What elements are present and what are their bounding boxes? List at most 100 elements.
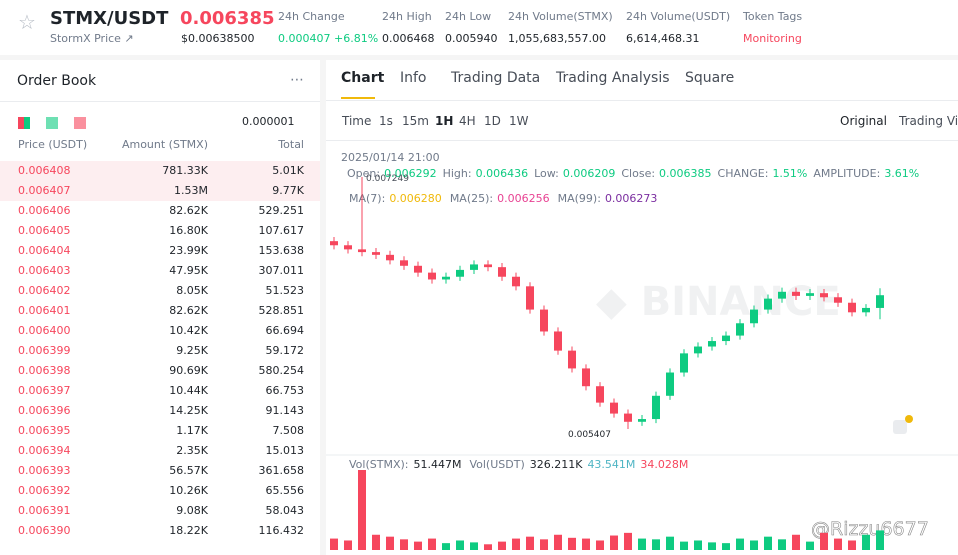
candle-body [862, 307, 870, 313]
date: 2025/01/14 21:00 [341, 151, 440, 164]
field-value: 0.006436 [475, 167, 529, 180]
order-cell: 65.556 [265, 484, 305, 497]
volume-bar [834, 538, 842, 550]
candlestick-chart: ◆ BINANCE @Rizzu6677 0.007249 0.005407 [326, 174, 958, 550]
interval[interactable]: 1H [435, 114, 454, 128]
volume-bar [344, 540, 352, 550]
vol-label: Vol(STMX): [349, 458, 409, 471]
more-icon[interactable]: ⋯ [290, 72, 304, 88]
subtitle[interactable]: StormX Price ↗ [50, 32, 134, 45]
order-cell: 82.62K [169, 304, 208, 317]
order-cell: 51.523 [265, 284, 305, 297]
volume-bar [792, 534, 800, 550]
order-cell: 0.006392 [18, 484, 71, 497]
order-cell: 0.006390 [18, 524, 71, 537]
depth-bar [0, 181, 320, 201]
candle-body [470, 264, 478, 270]
order-cell: 9.08K [176, 504, 208, 517]
low-label: 0.005407 [568, 430, 611, 440]
order-cell: 0.006407 [18, 184, 71, 197]
volume-bar [414, 541, 422, 550]
order-cell: 10.26K [169, 484, 208, 497]
field-value: 3.61% [884, 167, 920, 180]
candle-body [848, 302, 856, 313]
interval[interactable]: 1D [484, 114, 501, 128]
volume-bar [638, 538, 646, 550]
volume-bar [778, 539, 786, 550]
order-cell: 0.006394 [18, 444, 71, 457]
order-cell: 1.53M [174, 184, 208, 197]
volume-bar [554, 534, 562, 550]
volume-bar [526, 536, 534, 550]
order-cell: 91.143 [265, 404, 305, 417]
view-option[interactable]: Trading View [899, 114, 958, 128]
volume-bar [666, 536, 674, 550]
ma-info: MA(7): 0.006280 MA(25): 0.006256 MA(99): 0.00… [341, 192, 657, 205]
volume-bar [456, 540, 464, 550]
candle-body [540, 309, 548, 332]
ohlc-info: 2025/01/14 21:00 Open: 0.006292 High: 0.006… [341, 150, 941, 182]
candle-body [750, 309, 758, 324]
stat-value: 0.006468 [382, 32, 435, 45]
divider [326, 100, 958, 101]
candle-body [694, 346, 702, 354]
top-bar [0, 0, 958, 55]
volume-bar [358, 470, 366, 550]
view-both[interactable] [18, 117, 30, 129]
price-usd: $0.00638500 [181, 32, 255, 45]
candle-body [624, 413, 632, 422]
depth-bar [0, 161, 320, 181]
volume-bar [806, 541, 814, 550]
order-cell: 2.35K [176, 444, 208, 457]
order-cell: 0.006397 [18, 384, 71, 397]
order-cell: 116.432 [258, 524, 305, 537]
candle-body [652, 395, 660, 420]
vol-label: Vol(USDT) [469, 458, 525, 471]
interval[interactable]: Time [342, 114, 372, 128]
order-cell: 58.043 [265, 504, 305, 517]
volume-bar [722, 543, 730, 550]
field-label: AMPLITUDE: [813, 167, 881, 180]
ma-label: MA(7): [349, 192, 386, 205]
helper-icon[interactable] [893, 420, 907, 434]
tab[interactable]: Trading Analysis [556, 70, 670, 86]
order-cell: 90.69K [169, 364, 208, 377]
candle-body [386, 254, 394, 261]
candle-body [582, 368, 590, 387]
divider [0, 101, 320, 102]
tab[interactable]: Chart [341, 70, 385, 86]
precision[interactable]: 0.000001 [242, 115, 295, 128]
order-cell: 0.006393 [18, 464, 71, 477]
volume-bar [498, 541, 506, 550]
field-label: Close: [621, 167, 656, 180]
favorite-star[interactable]: ☆ [18, 10, 36, 34]
stat-value: 0.005940 [445, 32, 498, 45]
order-cell: 56.57K [169, 464, 208, 477]
field-label: CHANGE: [717, 167, 769, 180]
volume-bar [750, 540, 758, 550]
field-value: 0.006209 [562, 167, 616, 180]
volume-bar [764, 536, 772, 550]
order-cell: 1.17K [176, 424, 208, 437]
interval[interactable]: 15m [402, 114, 429, 128]
volume-bar [624, 532, 632, 550]
order-cell: 18.22K [169, 524, 208, 537]
volume-bar [708, 542, 716, 550]
field-label: Open: [347, 167, 381, 180]
interval[interactable]: 1W [509, 114, 529, 128]
tab[interactable]: Trading Data [451, 70, 541, 86]
view-asks[interactable] [74, 117, 86, 129]
ma-value: 0.006273 [604, 192, 658, 205]
candle-body [722, 335, 730, 342]
order-cell: 0.006391 [18, 504, 71, 517]
badge [905, 415, 913, 423]
order-cell: 10.42K [169, 324, 208, 337]
view-option[interactable]: Original [840, 114, 887, 128]
view-bids[interactable] [46, 117, 58, 129]
order-cell: 0.006406 [18, 204, 71, 217]
tab[interactable]: Square [685, 70, 735, 86]
interval[interactable]: 4H [459, 114, 476, 128]
order-cell: 0.006405 [18, 224, 71, 237]
interval[interactable]: 1s [379, 114, 393, 128]
tab[interactable]: Info [400, 70, 427, 86]
